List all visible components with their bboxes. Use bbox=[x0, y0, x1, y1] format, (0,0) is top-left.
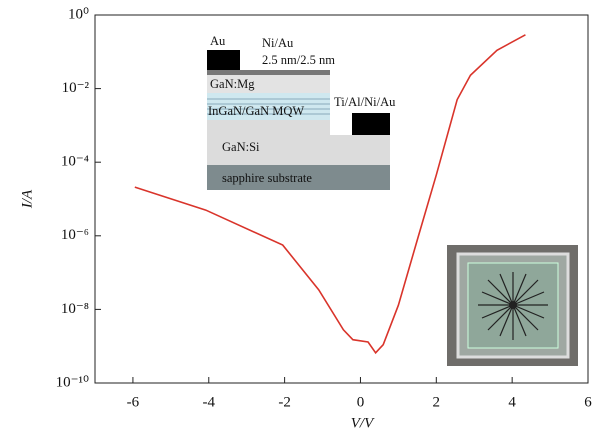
x-tick-label: -2 bbox=[278, 394, 291, 410]
x-tick-label: 0 bbox=[357, 394, 365, 410]
x-tick-label: -4 bbox=[203, 394, 216, 410]
y-tick-label: 10⁰ bbox=[68, 6, 89, 22]
inset-label: Ti/Al/Ni/Au bbox=[334, 95, 396, 109]
x-axis-label: V/V bbox=[351, 415, 375, 431]
device-photo bbox=[447, 245, 578, 366]
inset-label: GaN:Si bbox=[222, 140, 260, 154]
x-tick-label: 4 bbox=[508, 394, 516, 410]
inset-label: GaN:Mg bbox=[210, 77, 255, 91]
inset-label: InGaN/GaN MQW bbox=[208, 104, 304, 118]
inset-label: Ni/Au bbox=[262, 36, 294, 50]
y-tick-label: 10⁻² bbox=[62, 80, 90, 96]
y-tick-label: 10⁻¹⁰ bbox=[56, 374, 89, 390]
y-axis-label: I/A bbox=[19, 189, 35, 209]
plot-frame bbox=[94, 14, 589, 384]
x-tick-label: 6 bbox=[584, 394, 592, 410]
device-schematic: Au Ni/Au 2.5 nm/2.5 nm GaN:Mg InGaN/GaN … bbox=[207, 34, 396, 190]
y-tick-label: 10⁻⁶ bbox=[61, 227, 89, 243]
y-tick-label: 10⁻⁸ bbox=[61, 301, 89, 317]
data-line bbox=[134, 34, 526, 355]
x-tick-label: 2 bbox=[433, 394, 441, 410]
inset-label: Au bbox=[210, 34, 226, 48]
x-tick-label: -6 bbox=[127, 394, 140, 410]
inset-label: 2.5 nm/2.5 nm bbox=[262, 53, 335, 67]
inset-label: sapphire substrate bbox=[222, 171, 312, 185]
y-tick-label: 10⁻⁴ bbox=[61, 154, 89, 170]
